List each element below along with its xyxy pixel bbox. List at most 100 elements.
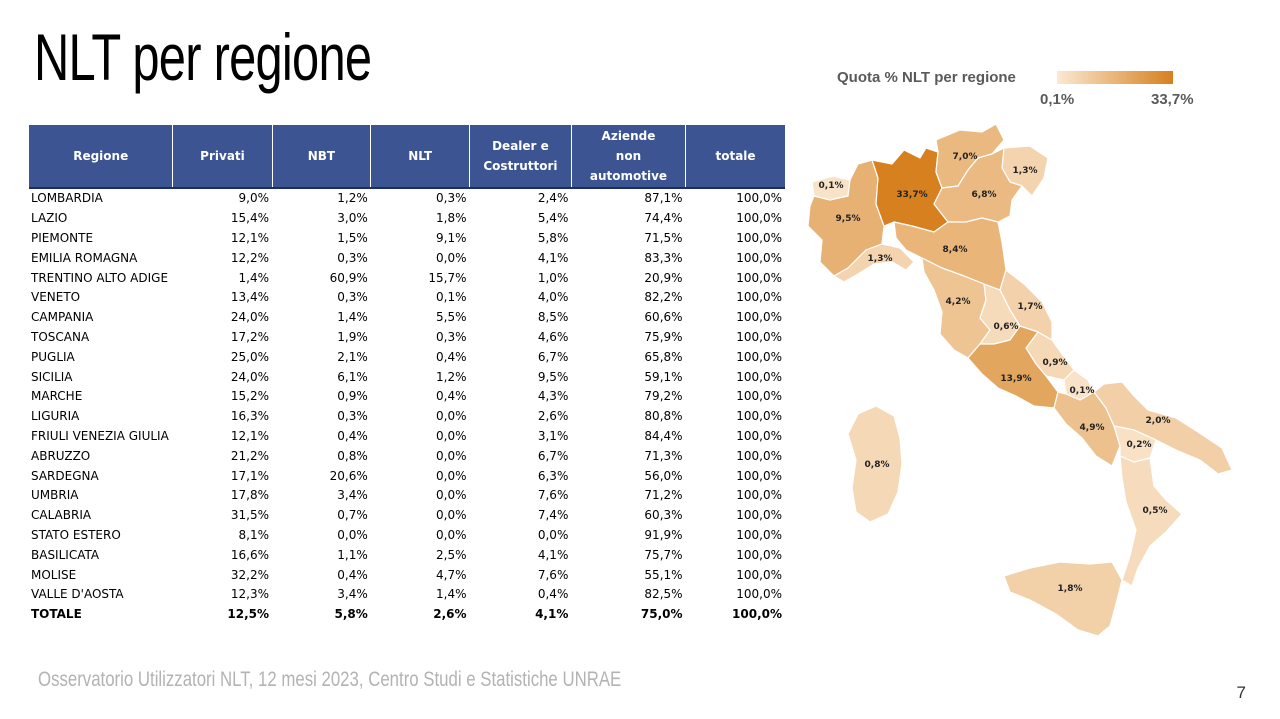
table-row: VALLE D'AOSTA 12,3% 3,4% 1,4% 0,4% 82,5% 100,0… [29, 585, 785, 605]
value-cell: 0,0% [436, 448, 467, 463]
value-cell: 59,1% [644, 369, 683, 384]
legend-min-label: 0,1% [1040, 91, 1075, 108]
value-cell: 1,2% [337, 191, 368, 206]
value-cell: 100,0% [736, 290, 782, 305]
region-name-cell: MOLISE [31, 567, 77, 582]
value-cell: 3,4% [337, 587, 368, 602]
value-cell: 55,1% [644, 567, 683, 582]
value-cell: 71,5% [644, 230, 683, 245]
region-name-cell: MARCHE [31, 389, 83, 404]
region-lazio [967, 325, 1059, 409]
value-cell: 5,5% [436, 310, 467, 325]
value-cell: 15,7% [428, 270, 467, 285]
region-name-cell: LIGURIA [31, 409, 80, 424]
value-cell: 0,0% [436, 428, 467, 443]
table-row: PIEMONTE 12,1% 1,5% 9,1% 5,8% 71,5% 100,0% [29, 229, 785, 249]
value-cell: 2,5% [436, 547, 467, 562]
value-cell: 84,4% [644, 428, 683, 443]
table-header-row: Regione Privati NBT NLT Dealer e Costrut… [29, 125, 785, 188]
value-cell: 100,0% [736, 369, 782, 384]
value-cell: 60,3% [644, 508, 683, 523]
value-cell: 0,0% [436, 508, 467, 523]
region-name-cell: UMBRIA [31, 488, 79, 503]
column-header: Aziende non automotive [570, 125, 686, 188]
region-name-cell: BASILICATA [31, 547, 100, 562]
value-cell: 9,0% [238, 191, 270, 206]
value-cell: 100,0% [736, 389, 782, 404]
value-cell: 100,0% [736, 428, 782, 443]
value-cell: 16,6% [230, 547, 270, 562]
region-name-cell: EMILIA ROMAGNA [31, 250, 138, 265]
map-value-label: 1,7% [1018, 302, 1043, 312]
region-piemonte [807, 159, 885, 277]
value-cell: 12,1% [230, 230, 270, 245]
value-cell: 7,6% [537, 488, 569, 503]
value-cell: 3,0% [337, 211, 368, 226]
table-row: TOSCANA 17,2% 1,9% 0,3% 4,6% 75,9% 100,0% [29, 328, 785, 348]
table-row: CALABRIA 31,5% 0,7% 0,0% 7,4% 60,3% 100,0% [29, 506, 785, 526]
value-cell: 8,1% [238, 527, 270, 542]
value-cell: 1,9% [337, 329, 368, 344]
table-row: MARCHE 15,2% 0,9% 0,4% 4,3% 79,2% 100,0% [29, 387, 785, 407]
value-cell: 6,7% [537, 448, 569, 463]
map-value-label: 0,1% [819, 181, 844, 191]
value-cell: 20,6% [329, 468, 368, 483]
region-sardegna [847, 405, 903, 523]
region-table: Regione Privati NBT NLT Dealer e Costrut… [29, 125, 785, 625]
value-cell: 91,9% [644, 527, 683, 542]
value-cell: 100,0% [736, 587, 782, 602]
value-cell: 21,2% [230, 448, 270, 463]
column-header: Regione [29, 125, 173, 188]
table-row: LIGURIA 16,3% 0,3% 0,0% 2,6% 80,8% 100,0% [29, 407, 785, 427]
value-cell: 79,2% [644, 389, 683, 404]
value-cell: 82,2% [644, 290, 683, 305]
value-cell: 0,4% [337, 567, 368, 582]
region-name-cell: TOSCANA [31, 329, 90, 344]
value-cell: 74,4% [644, 211, 683, 226]
value-cell: 24,0% [230, 369, 270, 384]
value-cell: 100,0% [732, 607, 782, 622]
table-row: ABRUZZO 21,2% 0,8% 0,0% 6,7% 71,3% 100,0% [29, 446, 785, 466]
region-liguria [833, 243, 915, 283]
value-cell: 1,2% [436, 369, 467, 384]
region-name-cell: VENETO [31, 290, 81, 305]
map-value-label: 6,8% [972, 190, 997, 200]
table-row: LAZIO 15,4% 3,0% 1,8% 5,4% 74,4% 100,0% [29, 209, 785, 229]
map-value-label: 0,5% [1143, 506, 1168, 516]
value-cell: 0,4% [537, 587, 569, 602]
table-row: LOMBARDIA 9,0% 1,2% 0,3% 2,4% 87,1% 100,0% [29, 188, 785, 209]
page-number: 7 [1236, 683, 1246, 702]
value-cell: 15,4% [230, 211, 270, 226]
value-cell: 100,0% [736, 508, 782, 523]
value-cell: 1,1% [337, 547, 368, 562]
table-row: FRIULI VENEZIA GIULIA 12,1% 0,4% 0,0% 3,1% 84… [29, 427, 785, 447]
value-cell: 100,0% [736, 488, 782, 503]
value-cell: 100,0% [736, 567, 782, 582]
value-cell: 1,4% [436, 587, 467, 602]
value-cell: 100,0% [736, 211, 782, 226]
value-cell: 71,2% [644, 488, 683, 503]
value-cell: 60,9% [329, 270, 368, 285]
value-cell: 0,0% [537, 527, 569, 542]
value-cell: 12,5% [227, 607, 270, 622]
value-cell: 0,9% [337, 389, 368, 404]
value-cell: 25,0% [230, 349, 270, 364]
map-value-label: 1,3% [868, 254, 893, 264]
value-cell: 20,9% [644, 270, 683, 285]
value-cell: 100,0% [736, 230, 782, 245]
value-cell: 16,3% [230, 409, 270, 424]
value-cell: 2,1% [337, 349, 368, 364]
table-row: STATO ESTERO 8,1% 0,0% 0,0% 0,0% 91,9% 100,0% [29, 526, 785, 546]
value-cell: 9,5% [537, 369, 569, 384]
map-value-label: 0,1% [1070, 386, 1095, 396]
value-cell: 0,3% [436, 329, 467, 344]
value-cell: 4,1% [537, 250, 569, 265]
value-cell: 24,0% [230, 310, 270, 325]
value-cell: 15,2% [230, 389, 270, 404]
value-cell: 0,4% [436, 389, 467, 404]
value-cell: 100,0% [736, 448, 782, 463]
value-cell: 5,8% [537, 230, 569, 245]
value-cell: 100,0% [736, 191, 782, 206]
region-name-cell: LAZIO [31, 211, 68, 226]
